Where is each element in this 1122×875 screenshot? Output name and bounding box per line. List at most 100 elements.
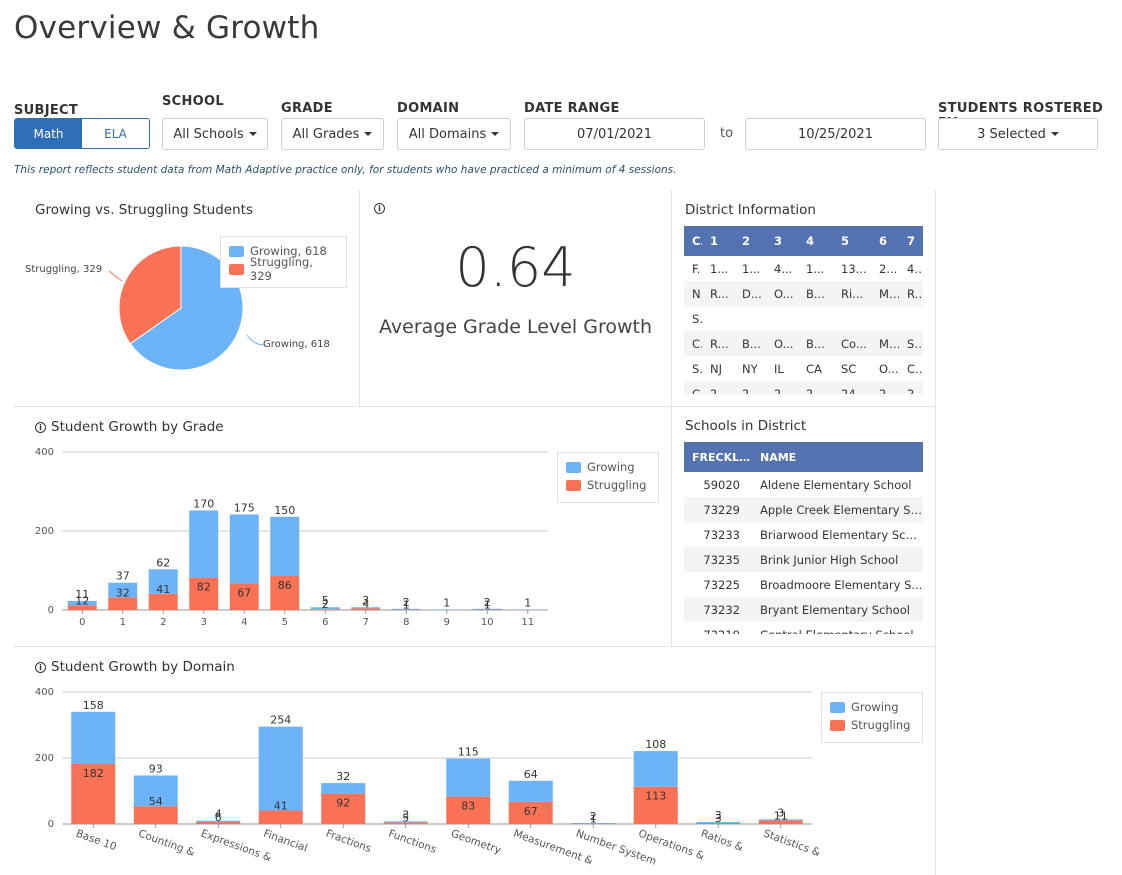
table-cell: O... bbox=[774, 336, 794, 351]
legend-item-struggling[interactable]: Struggling bbox=[830, 716, 914, 734]
column-header-name[interactable]: NAME bbox=[760, 450, 797, 464]
bar-growing[interactable] bbox=[571, 823, 616, 824]
bar-struggling[interactable] bbox=[321, 793, 366, 824]
bar-growing[interactable] bbox=[472, 608, 502, 610]
pie-legend: Growing, 618 Struggling, 329 bbox=[220, 236, 347, 288]
bar-growing[interactable] bbox=[446, 758, 491, 797]
table-cell: 1... bbox=[742, 261, 761, 276]
table-cell: R... bbox=[710, 336, 729, 351]
bar-growing[interactable] bbox=[229, 514, 259, 584]
bar-struggling[interactable] bbox=[446, 796, 491, 824]
data-label-struggling: 11 bbox=[774, 809, 788, 822]
column-header[interactable]: 3 bbox=[774, 234, 783, 248]
bar-growing[interactable] bbox=[383, 821, 428, 823]
date-from-input[interactable]: 07/01/2021 bbox=[524, 118, 705, 150]
chevron-down-icon bbox=[248, 132, 257, 136]
table-cell: 4... bbox=[774, 261, 793, 276]
date-from-value: 07/01/2021 bbox=[577, 126, 652, 142]
table-row[interactable]: 73233 Briarwood Elementary Sch... bbox=[684, 522, 923, 547]
bar-growing[interactable] bbox=[633, 751, 678, 787]
bar-struggling[interactable] bbox=[696, 823, 741, 824]
info-icon[interactable]: i bbox=[374, 203, 385, 214]
info-icon[interactable]: i bbox=[35, 421, 46, 433]
bar-growing[interactable] bbox=[351, 607, 381, 609]
table-cell: O... bbox=[879, 361, 899, 376]
subject-math-button[interactable]: Math bbox=[15, 119, 82, 148]
bar-growing[interactable] bbox=[696, 822, 741, 824]
legend-item-growing[interactable]: Growing bbox=[830, 698, 914, 716]
bar-struggling[interactable] bbox=[229, 583, 259, 610]
bar-growing[interactable] bbox=[258, 726, 303, 811]
y-tick-label: 200 bbox=[35, 753, 54, 764]
bar-struggling[interactable] bbox=[508, 801, 553, 824]
data-label-growing: 3 bbox=[402, 808, 409, 821]
bar-struggling[interactable] bbox=[148, 593, 178, 610]
table-row[interactable]: 59020 Aldene Elementary School bbox=[684, 472, 923, 497]
bar-growing[interactable] bbox=[108, 582, 138, 598]
table-cell: 24 bbox=[841, 386, 856, 395]
bar-struggling[interactable] bbox=[383, 822, 428, 824]
bar-struggling[interactable] bbox=[108, 597, 138, 610]
table-row[interactable]: 73235 Brink Junior High School bbox=[684, 547, 923, 572]
domain-dropdown[interactable]: All Domains bbox=[397, 118, 511, 150]
legend-item-growing[interactable]: Growing bbox=[566, 458, 650, 476]
pie-slice-growing[interactable] bbox=[129, 245, 244, 371]
table-row[interactable]: 73225 Broadmoore Elementary S... bbox=[684, 572, 923, 597]
bar-struggling[interactable] bbox=[258, 810, 303, 824]
data-label-growing: 150 bbox=[274, 504, 295, 517]
bar-growing[interactable] bbox=[508, 780, 553, 802]
bar-struggling[interactable] bbox=[270, 576, 300, 610]
bar-struggling[interactable] bbox=[758, 820, 803, 824]
school-name-cell: Broadmoore Elementary S... bbox=[760, 577, 923, 592]
column-header[interactable]: 1 bbox=[710, 234, 719, 248]
bar-struggling[interactable] bbox=[633, 786, 678, 824]
data-label-struggling: 54 bbox=[149, 795, 163, 808]
legend-item-struggling[interactable]: Struggling bbox=[566, 476, 650, 494]
legend-item-growing[interactable]: Growing, 618 bbox=[229, 242, 338, 260]
grade-dropdown[interactable]: All Grades bbox=[281, 118, 384, 150]
table-row: N. R... D... O... B... Ri... M... R... bbox=[684, 281, 923, 306]
bar-growing[interactable] bbox=[71, 711, 116, 764]
column-header[interactable]: 6 bbox=[879, 234, 888, 248]
column-header[interactable]: 2 bbox=[742, 234, 751, 248]
bar-growing[interactable] bbox=[196, 820, 241, 823]
data-label-struggling: 113 bbox=[645, 790, 666, 803]
pie-slice-struggling[interactable] bbox=[118, 245, 182, 345]
table-cell: C bbox=[692, 386, 701, 395]
column-header[interactable]: C( bbox=[692, 234, 702, 248]
column-header[interactable]: 4 bbox=[806, 234, 815, 248]
bar-growing[interactable] bbox=[189, 510, 219, 578]
bar-struggling[interactable] bbox=[196, 822, 241, 824]
divider bbox=[14, 406, 935, 407]
kpi-info[interactable]: i bbox=[374, 203, 385, 214]
rostered-dropdown[interactable]: 3 Selected bbox=[938, 118, 1098, 150]
bar-struggling[interactable] bbox=[351, 608, 381, 610]
bar-growing[interactable] bbox=[148, 569, 178, 594]
bar-growing[interactable] bbox=[321, 783, 366, 794]
table-cell: 1... bbox=[806, 261, 825, 276]
subject-ela-button[interactable]: ELA bbox=[82, 119, 149, 148]
bar-struggling[interactable] bbox=[310, 609, 340, 610]
bar-struggling[interactable] bbox=[133, 806, 178, 824]
column-header-id[interactable]: FRECKLE II bbox=[692, 450, 752, 464]
table-row: C 2 2 2 2 24 2 2 bbox=[684, 381, 923, 394]
bar-struggling[interactable] bbox=[71, 763, 116, 824]
bar-growing[interactable] bbox=[758, 819, 803, 821]
table-row[interactable]: 73219Central Elementary School bbox=[684, 622, 923, 635]
bar-growing[interactable] bbox=[67, 600, 97, 606]
date-to-input[interactable]: 10/25/2021 bbox=[745, 118, 926, 150]
table-row[interactable]: 73232 Bryant Elementary School bbox=[684, 597, 923, 622]
bar-struggling[interactable] bbox=[67, 605, 97, 610]
column-header[interactable]: 5 bbox=[841, 234, 850, 248]
column-header[interactable]: 7 bbox=[907, 234, 916, 248]
data-label-struggling: 12 bbox=[75, 594, 89, 607]
info-icon[interactable]: i bbox=[35, 661, 46, 673]
bar-growing[interactable] bbox=[133, 775, 178, 807]
bar-growing[interactable] bbox=[270, 516, 300, 577]
bar-growing[interactable] bbox=[310, 607, 340, 610]
school-dropdown[interactable]: All Schools bbox=[162, 118, 268, 150]
legend-item-struggling[interactable]: Struggling, 329 bbox=[229, 255, 338, 283]
bar-struggling[interactable] bbox=[189, 577, 219, 610]
bar-growing[interactable] bbox=[391, 608, 421, 610]
table-row[interactable]: 73229 Apple Creek Elementary Sc... bbox=[684, 497, 923, 522]
